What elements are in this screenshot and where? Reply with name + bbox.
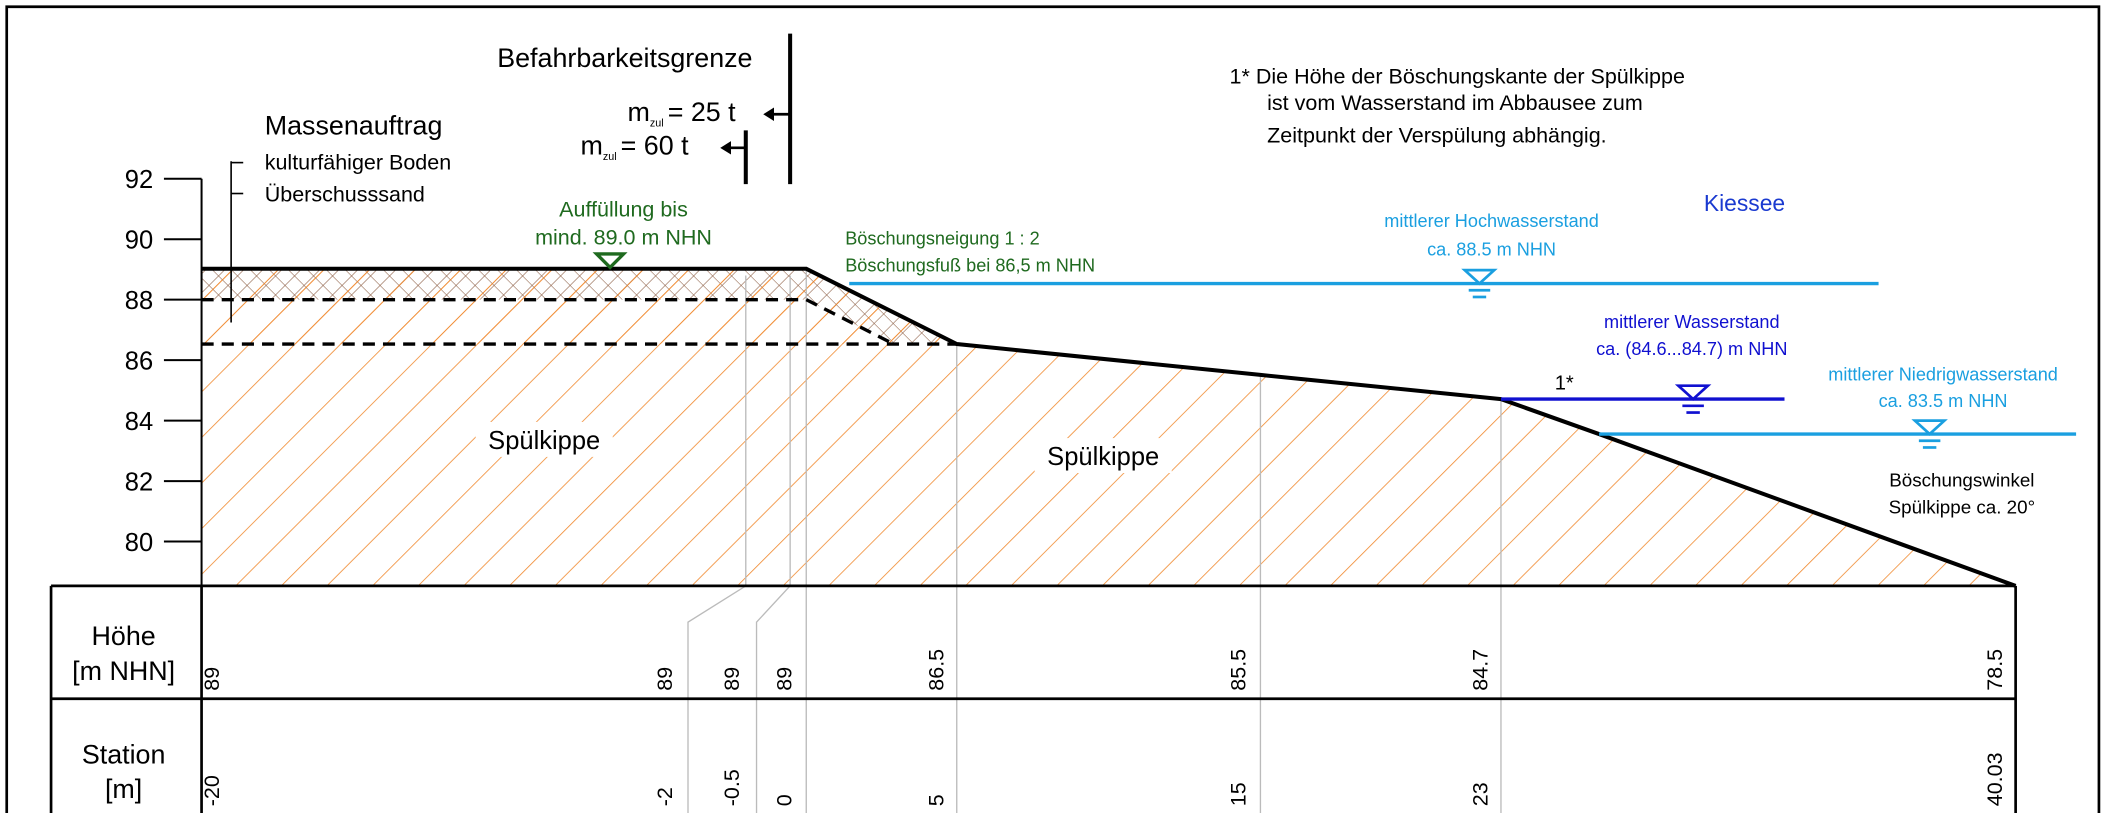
table-cells: 89 89 89 89 86.5 85.5 84.7 78.5 -20 -2 -0.5 0 5 15 23 4… [200,649,2007,806]
y-tick-label: 84 [125,408,153,436]
legend-item: kulturfähiger Boden [265,150,451,174]
legend-bracket [230,161,244,323]
table-cell: 15 [1227,782,1251,806]
table-cell: 78.5 [1983,649,2007,691]
table-cell: 84.7 [1469,649,1493,691]
low-water-label: ca. 83.5 m NHN [1879,391,2008,411]
row-header: [m NHN] [72,656,175,686]
slope-label: Böschungsneigung 1 : 2 [845,229,1040,249]
zone-label: Spülkippe [1047,443,1159,471]
y-tick-label: 80 [125,529,153,557]
title: Befahrbarkeitsgrenze [497,43,752,73]
y-tick-label: 92 [125,166,153,194]
high-water-label: mittlerer Hochwasserstand [1384,211,1599,231]
legend-item: Überschusssand [265,183,425,207]
zone-label-bg [475,421,613,457]
zone-label-bg [1034,438,1172,474]
mean-water-label: ca. (84.6...84.7) m NHN [1596,339,1787,359]
y-tick-label: 86 [125,348,153,376]
y-axis-group: 92 90 88 86 84 82 80 [125,166,202,557]
arrow-head [763,107,774,121]
mean-water-label: mittlerer Wasserstand [1604,312,1780,332]
legend-title: Massenauftrag [265,110,443,140]
table-cell: 89 [720,667,744,691]
fill-level: Auffüllung bis [559,197,688,221]
table-cell: 86.5 [924,649,948,691]
guide-lines [687,268,1502,813]
y-tick-label: 82 [125,468,153,496]
table-cell: -0.5 [720,769,744,806]
table-cell: -20 [200,775,224,806]
note-line: Zeitpunkt der Verspülung abhängig. [1267,123,1606,147]
zone-label: Spülkippe [488,427,600,455]
soil-hatch [201,268,2016,586]
row-header: Höhe [92,621,156,651]
water-symbol [1674,384,1712,414]
low-water-label: mittlerer Niedrigwasserstand [1828,364,2058,384]
y-tick-label: 88 [125,287,153,315]
y-tick-label: 90 [125,227,153,255]
lake-label: Kiessee [1704,190,1785,216]
water-symbol [1911,419,1948,449]
table-cell: 23 [1469,782,1493,806]
table-cell: 89 [200,667,224,691]
frame [5,5,2101,813]
slope-label: Böschungsfuß bei 86,5 m NHN [845,255,1095,275]
high-water-label: ca. 88.5 m NHN [1427,239,1556,259]
arrow-head [720,141,731,155]
level-symbol [592,252,628,270]
table-cell: 89 [653,667,677,691]
limit-label: mzul = 25 t [628,97,737,129]
layer-boundary [201,297,895,346]
angle-label: Spülkippe ca. 20° [1889,496,2036,517]
water-symbol [1461,268,1498,299]
row-header: [m] [105,774,142,804]
row-header: Station [82,739,166,769]
table-cell: 89 [772,667,796,691]
topsoil-overhatch [201,268,957,345]
note-line: ist vom Wasserstand im Abbausee zum [1267,91,1643,115]
angle-label: Böschungswinkel [1889,469,2034,490]
table-cell: 5 [924,794,948,806]
table-grid [49,584,2017,813]
table-cell: -2 [653,787,677,806]
table-cell: 85.5 [1227,649,1251,691]
limit-label: mzul = 60 t [581,131,690,163]
table-cell: 0 [772,794,796,806]
note-line: 1* Die Höhe der Böschungskante der Spülk… [1230,64,1685,88]
edge-mark: 1* [1555,373,1574,395]
table-cell: 40.03 [1983,752,2007,806]
fill-level: mind. 89.0 m NHN [535,226,712,250]
